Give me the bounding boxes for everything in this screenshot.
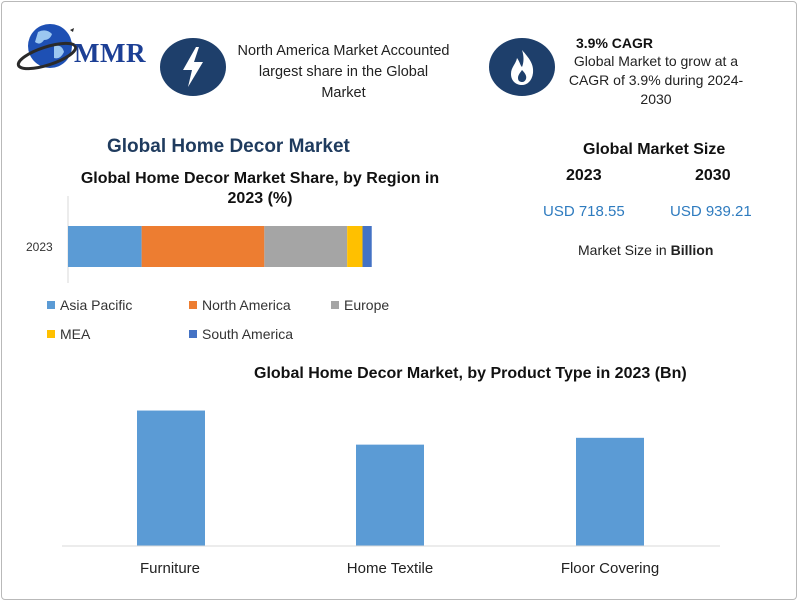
brand-logo: MMR [14, 18, 146, 80]
north-america-callout: North America Market Accounted largest s… [237, 43, 450, 101]
lightning-bolt-icon [160, 38, 226, 96]
globe-icon [16, 24, 78, 71]
product-chart-title: Global Home Decor Market, by Product Typ… [254, 365, 687, 382]
legend-label: North America [202, 297, 291, 313]
market-size-note: Market Size in Billion [578, 242, 713, 258]
region-bar-segment-asia-pacific [68, 226, 142, 267]
region-bar-segment-north-america [141, 226, 265, 267]
x-tick-home-textile: Home Textile [346, 560, 434, 577]
x-tick-furniture: Furniture [139, 560, 201, 577]
legend-swatch [47, 330, 55, 338]
region-bar-segment-south-america [362, 226, 372, 267]
year-2023-label: 2023 [566, 167, 602, 184]
cagr-title: 3.9% CAGR [576, 35, 654, 51]
market-size-note-prefix: Market Size in [578, 242, 671, 258]
legend-item-europe: Europe [331, 297, 389, 313]
cagr-text: Global Market to grow at a CAGR of 3.9% … [568, 53, 744, 107]
region-bar-segment-mea [347, 226, 363, 267]
legend-item-asia-pacific: Asia Pacific [47, 297, 132, 313]
region-bar-segment-europe [264, 226, 348, 267]
legend-swatch [47, 301, 55, 309]
product-bar-floor-covering [576, 437, 644, 546]
legend-swatch [189, 301, 197, 309]
legend-item-south-america: South America [189, 326, 293, 342]
legend-label: Asia Pacific [60, 297, 133, 313]
legend-label: Europe [344, 297, 390, 313]
market-size-2023-value: USD 718.55 [543, 203, 625, 220]
year-2030-label: 2030 [695, 167, 731, 184]
market-size-2030-value: USD 939.21 [670, 203, 752, 220]
legend-label: South America [202, 326, 294, 342]
product-bar-furniture [137, 410, 205, 546]
market-size-note-unit: Billion [670, 242, 714, 258]
legend-label: MEA [60, 326, 91, 342]
legend-swatch [189, 330, 197, 338]
product-bar-home-textile [356, 444, 424, 546]
region-chart-title: Global Home Decor Market Share, by Regio… [80, 170, 440, 207]
page-title: Global Home Decor Market [107, 136, 350, 157]
flame-icon [489, 38, 555, 96]
legend-item-north-america: North America [189, 297, 291, 313]
market-size-title: Global Market Size [583, 141, 726, 158]
legend-item-mea: MEA [47, 326, 90, 342]
logo-text: MMR [74, 38, 146, 68]
region-chart-category-label: 2023 [26, 240, 53, 254]
legend-swatch [331, 301, 339, 309]
x-tick-floor-covering: Floor Covering [560, 560, 660, 577]
